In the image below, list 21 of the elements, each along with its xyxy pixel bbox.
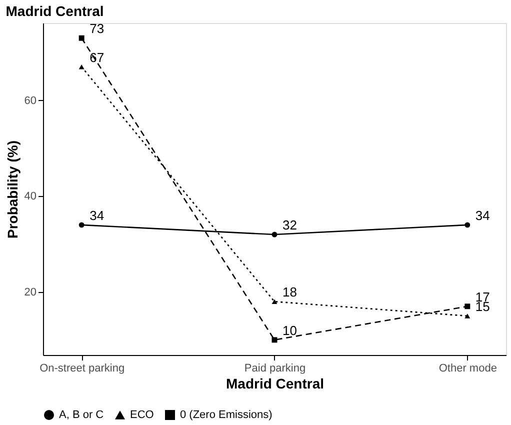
data-label: 67	[90, 50, 104, 65]
data-label: 10	[282, 322, 297, 338]
data-label: 32	[282, 218, 297, 233]
point	[464, 314, 470, 318]
data-label: 34	[90, 208, 104, 223]
legend-label: 0 (Zero Emissions)	[180, 409, 272, 421]
y-tick-label: 20	[24, 286, 36, 298]
x-axis-title: Madrid Central	[226, 376, 324, 392]
x-tick-label: On-street parking	[40, 362, 125, 374]
data-label: 73	[90, 21, 104, 36]
legend-label: ECO	[130, 409, 154, 421]
y-tick-label: 40	[24, 190, 36, 203]
y-tick-label: 60	[24, 94, 36, 107]
point	[272, 299, 278, 304]
legend-label: A, B or C	[59, 409, 104, 421]
chart-title: Madrid Central	[6, 3, 104, 19]
data-label: 18	[282, 284, 297, 300]
x-tick-label: Paid parking	[244, 362, 306, 374]
y-axis-title: Probability (%)	[4, 140, 20, 239]
data-label: 34	[475, 208, 490, 223]
x-tick-label: Other mode	[438, 362, 497, 374]
